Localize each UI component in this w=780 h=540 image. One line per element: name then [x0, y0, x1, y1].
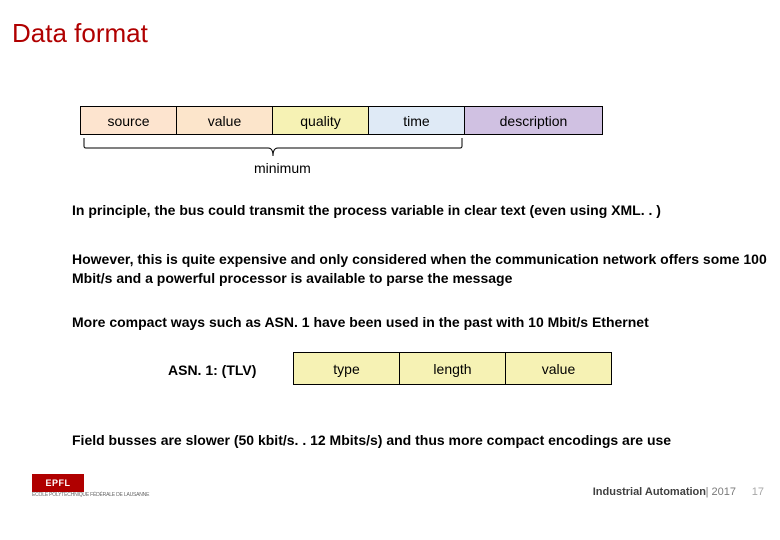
footer-course: Industrial Automation [593, 486, 706, 498]
asn-cell-value: value [506, 353, 612, 385]
slide-title: Data format [12, 18, 148, 49]
footer-logo: EPFL ÉCOLE POLYTECHNIQUE FÉDÉRALE DE LAU… [32, 474, 84, 506]
cell-time: time [369, 107, 465, 135]
paragraph-3: More compact ways such as ASN. 1 have be… [72, 314, 772, 330]
asn-label: ASN. 1: (TLV) [168, 362, 256, 378]
asn-cell-length: length [400, 353, 506, 385]
asn-cell-type: type [294, 353, 400, 385]
data-format-table: source value quality time description [80, 106, 603, 135]
minimum-label: minimum [254, 160, 311, 176]
cell-description: description [465, 107, 603, 135]
cell-source: source [81, 107, 177, 135]
minimum-bracket [82, 136, 464, 160]
logo-text: EPFL [45, 478, 70, 488]
paragraph-1: In principle, the bus could transmit the… [72, 202, 772, 218]
cell-value: value [177, 107, 273, 135]
footer-year: | 2017 [706, 486, 736, 498]
footer-page-number: 17 [752, 486, 764, 498]
paragraph-4: Field busses are slower (50 kbit/s. . 12… [72, 432, 780, 448]
cell-quality: quality [273, 107, 369, 135]
asn-tlv-table: type length value [293, 352, 612, 385]
logo-subtext: ÉCOLE POLYTECHNIQUE FÉDÉRALE DE LAUSANNE [32, 492, 84, 498]
paragraph-2: However, this is quite expensive and onl… [72, 250, 767, 288]
